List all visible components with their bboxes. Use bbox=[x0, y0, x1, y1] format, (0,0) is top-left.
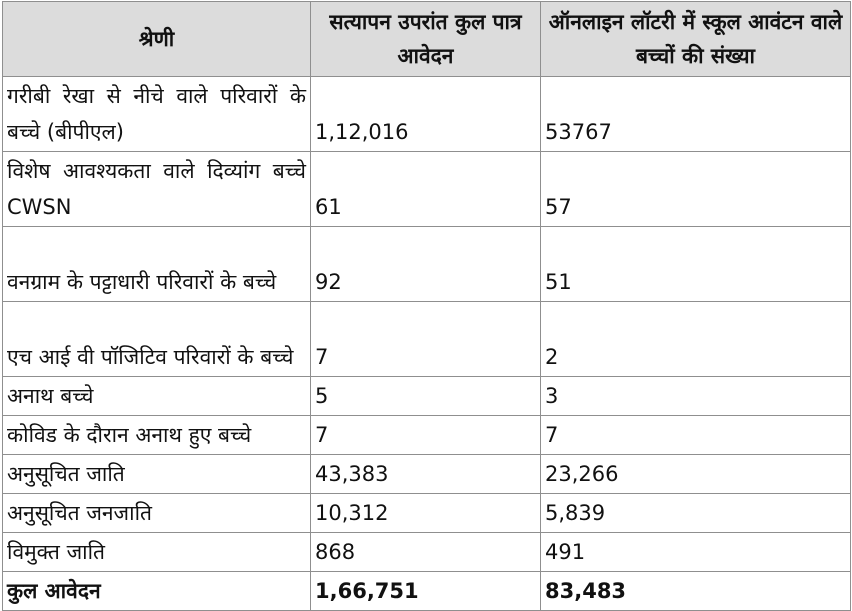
total-allotted: 83,483 bbox=[540, 571, 851, 611]
allotted-cell: 23,266 bbox=[540, 454, 851, 494]
header-row: श्रेणी सत्यापन उपरांत कुल पात्र आवेदन ऑन… bbox=[2, 1, 851, 77]
table-row: अनुसूचित जाति 43,383 23,266 bbox=[2, 454, 851, 494]
table-body: गरीबी रेखा से नीचे वाले परिवारों के बच्च… bbox=[2, 76, 851, 611]
category-cell: एच आई वी पॉजिटिव परिवारों के बच्चे bbox=[2, 301, 311, 377]
category-cell: विमुक्त जाति bbox=[2, 532, 311, 572]
category-cell: कोविड के दौरान अनाथ हुए बच्चे bbox=[2, 415, 311, 455]
category-cell: वनग्राम के पट्टाधारी परिवारों के बच्चे bbox=[2, 226, 311, 302]
eligible-cell: 5 bbox=[310, 376, 541, 416]
allotted-cell: 3 bbox=[540, 376, 851, 416]
category-cell: अनुसूचित जाति bbox=[2, 454, 311, 494]
eligible-cell: 1,12,016 bbox=[310, 76, 541, 152]
header-category: श्रेणी bbox=[2, 1, 311, 77]
eligible-cell: 92 bbox=[310, 226, 541, 302]
table-row: गरीबी रेखा से नीचे वाले परिवारों के बच्च… bbox=[2, 76, 851, 152]
category-cell: अनाथ बच्चे bbox=[2, 376, 311, 416]
allotted-cell: 51 bbox=[540, 226, 851, 302]
table-row: विमुक्त जाति 868 491 bbox=[2, 532, 851, 572]
allotted-cell: 491 bbox=[540, 532, 851, 572]
eligible-cell: 7 bbox=[310, 301, 541, 377]
table-row: कोविड के दौरान अनाथ हुए बच्चे 7 7 bbox=[2, 415, 851, 455]
allotted-cell: 2 bbox=[540, 301, 851, 377]
table-row: अनाथ बच्चे 5 3 bbox=[2, 376, 851, 416]
table-row: वनग्राम के पट्टाधारी परिवारों के बच्चे 9… bbox=[2, 226, 851, 302]
category-cell: विशेष आवश्यकता वाले दिव्यांग बच्चे CWSN bbox=[2, 151, 311, 227]
table-row: विशेष आवश्यकता वाले दिव्यांग बच्चे CWSN … bbox=[2, 151, 851, 227]
header-lottery-allotted: ऑनलाइन लॉटरी में स्कूल आवंटन वाले बच्चों… bbox=[540, 1, 851, 77]
allotted-cell: 53767 bbox=[540, 76, 851, 152]
eligible-cell: 43,383 bbox=[310, 454, 541, 494]
allotted-cell: 5,839 bbox=[540, 493, 851, 533]
eligible-cell: 10,312 bbox=[310, 493, 541, 533]
allotted-cell: 57 bbox=[540, 151, 851, 227]
allotted-cell: 7 bbox=[540, 415, 851, 455]
total-eligible: 1,66,751 bbox=[310, 571, 541, 611]
category-cell: गरीबी रेखा से नीचे वाले परिवारों के बच्च… bbox=[2, 76, 311, 152]
table-header: श्रेणी सत्यापन उपरांत कुल पात्र आवेदन ऑन… bbox=[2, 1, 851, 77]
total-label: कुल आवेदन bbox=[2, 571, 311, 611]
total-row: कुल आवेदन 1,66,751 83,483 bbox=[2, 571, 851, 611]
table-row: अनुसूचित जनजाति 10,312 5,839 bbox=[2, 493, 851, 533]
eligible-cell: 868 bbox=[310, 532, 541, 572]
eligible-cell: 7 bbox=[310, 415, 541, 455]
table-row: एच आई वी पॉजिटिव परिवारों के बच्चे 7 2 bbox=[2, 301, 851, 377]
eligible-cell: 61 bbox=[310, 151, 541, 227]
category-cell: अनुसूचित जनजाति bbox=[2, 493, 311, 533]
header-eligible-applications: सत्यापन उपरांत कुल पात्र आवेदन bbox=[310, 1, 541, 77]
